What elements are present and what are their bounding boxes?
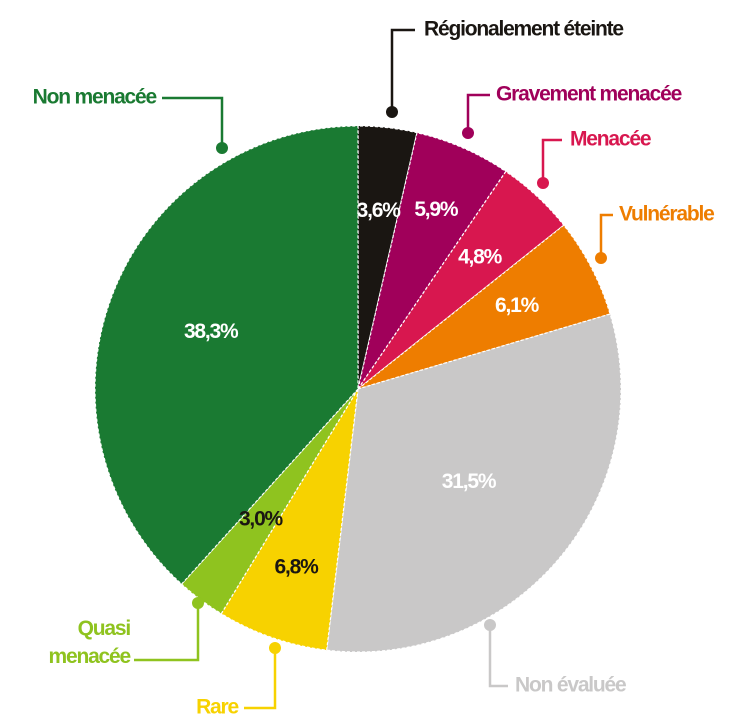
value-label: 31,5% xyxy=(442,470,497,493)
leader-dot xyxy=(595,252,607,264)
legend-label: Régionalement éteinte xyxy=(424,18,623,41)
value-label: 3,0% xyxy=(239,507,284,530)
pie-slice xyxy=(326,313,622,653)
leader-dot xyxy=(537,177,549,189)
legend-label: Menacée xyxy=(570,128,651,151)
slices xyxy=(94,125,622,653)
leader-dot xyxy=(462,127,474,139)
value-label: 5,9% xyxy=(414,198,459,221)
leader xyxy=(162,96,224,148)
value-labels: 3,6% 5,9% 4,8% 6,1% 31,5% 6,8% 3,0% 38,3% xyxy=(184,198,541,579)
leader xyxy=(599,213,613,258)
leaders xyxy=(134,28,613,710)
value-label: 6,1% xyxy=(495,294,540,317)
legend-label: Quasi menacée xyxy=(48,617,132,668)
legend-label: Rare xyxy=(196,696,238,719)
pie-slice xyxy=(357,170,565,390)
leader xyxy=(466,93,490,133)
leader-dot xyxy=(386,106,398,118)
pie-slice xyxy=(220,388,359,651)
legend-label: Gravement menacée xyxy=(496,83,682,106)
leader-dot xyxy=(484,619,496,631)
legend-label: Non menacée xyxy=(33,86,157,109)
value-label: 6,8% xyxy=(275,556,320,579)
leader xyxy=(390,28,415,112)
leader-dot xyxy=(192,597,204,609)
leader-dot xyxy=(269,642,281,654)
leader xyxy=(244,648,277,710)
value-label: 3,6% xyxy=(357,199,402,222)
value-label: 38,3% xyxy=(184,320,239,343)
value-label: 4,8% xyxy=(458,245,503,268)
pie-slice xyxy=(357,224,611,390)
leader xyxy=(541,138,562,183)
leader-dot xyxy=(216,142,228,154)
legend-label: Vulnérable xyxy=(619,203,714,226)
pie-slice xyxy=(94,125,359,585)
leader xyxy=(134,603,200,662)
legend-label: Non évaluée xyxy=(515,674,626,697)
leader xyxy=(488,625,508,688)
